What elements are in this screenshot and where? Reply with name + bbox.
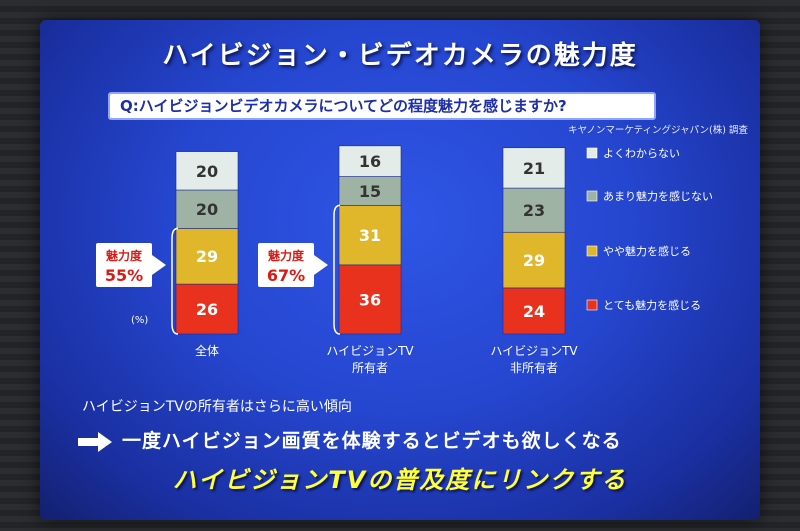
- bar-segment: [338, 145, 402, 177]
- legend-label: よくわからない: [603, 147, 680, 160]
- finding-text: ハイビジョンTVの所有者はさらに高い傾向: [82, 399, 352, 415]
- data-label: 20: [196, 162, 218, 181]
- bar-segment: [502, 287, 566, 335]
- category-label: ハイビジョンTV: [326, 344, 414, 358]
- bar-segment: [338, 205, 402, 266]
- data-label: 16: [359, 152, 381, 171]
- conclusion-line: 一度ハイビジョン画質を体験するとビデオも欲しくなる: [78, 426, 622, 453]
- legend-swatch: [586, 245, 598, 257]
- callout-box: [96, 243, 152, 287]
- category-label: 所有者: [352, 361, 388, 375]
- callout-value: 55%: [105, 266, 143, 285]
- legend-swatch: [586, 190, 598, 202]
- data-label: 15: [359, 182, 381, 201]
- callout-arrow-icon: [152, 255, 166, 275]
- bar-segment: [175, 228, 239, 285]
- bar-segment: [175, 151, 239, 191]
- source-note: キヤノンマーケティングジャパン(株) 調査: [568, 125, 748, 136]
- data-label: 26: [196, 300, 218, 319]
- legend-swatch: [586, 299, 598, 311]
- callout-label: 魅力度: [106, 248, 143, 263]
- data-label: 36: [359, 290, 381, 309]
- unit-label: (%): [131, 315, 148, 326]
- bar-segment: [175, 189, 239, 229]
- callout-bracket: [171, 227, 179, 335]
- bar-segment: [175, 283, 239, 335]
- data-label: 31: [359, 226, 381, 245]
- legend-label: やや魅力を感じる: [603, 244, 691, 258]
- category-label: 非所有者: [510, 361, 558, 375]
- data-label: 21: [523, 159, 545, 178]
- bar-segment: [502, 147, 566, 189]
- bar-segment: [338, 176, 402, 206]
- bar-segment: [502, 187, 566, 233]
- data-label: 24: [523, 302, 545, 321]
- callout-bracket: [333, 204, 341, 335]
- category-label: ハイビジョンTV: [490, 344, 578, 358]
- data-label: 20: [196, 200, 218, 219]
- link-headline: ハイビジョンTVの普及度にリンクする: [172, 466, 628, 494]
- right-arrow-icon: [78, 431, 112, 452]
- data-label: 29: [523, 251, 545, 270]
- legend-label: とても魅力を感じる: [603, 298, 701, 312]
- callout-box: [258, 243, 314, 287]
- conclusion-text: 一度ハイビジョン画質を体験するとビデオも欲しくなる: [122, 430, 622, 452]
- callout-arrow-icon: [314, 255, 328, 275]
- legend-swatch: [586, 147, 598, 159]
- bar-segment: [502, 231, 566, 289]
- category-label: 全体: [195, 343, 219, 358]
- callout-value: 67%: [267, 266, 305, 285]
- legend-label: あまり魅力を感じない: [603, 189, 713, 203]
- slide-title: ハイビジョン・ビデオカメラの魅力度: [162, 41, 638, 71]
- callout-label: 魅力度: [268, 248, 305, 263]
- question-box: Q:ハイビジョンビデオカメラについてどの程度魅力を感じますか?: [108, 92, 656, 120]
- data-label: 29: [196, 247, 218, 266]
- data-label: 23: [523, 201, 545, 220]
